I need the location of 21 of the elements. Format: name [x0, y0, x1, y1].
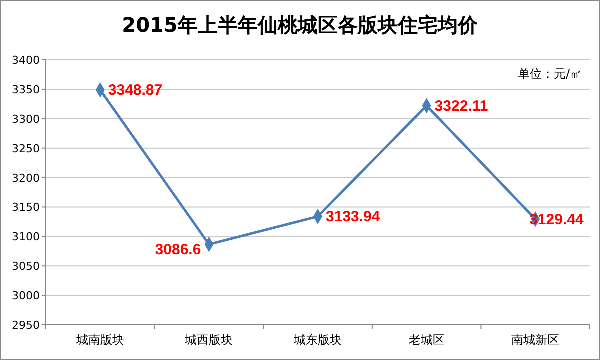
data-label: 3133.94	[326, 208, 381, 226]
y-tick-label: 3400	[12, 54, 40, 67]
data-label: 3086.6	[155, 242, 202, 259]
x-tick-label: 南城新区	[512, 333, 560, 347]
data-label: 3348.87	[108, 82, 163, 100]
y-tick-label: 3000	[12, 290, 40, 303]
x-tick-label: 城东版块	[293, 333, 342, 347]
y-tick-label: 3300	[12, 112, 40, 126]
y-tick-label: 3100	[12, 230, 40, 244]
chart-title: 2015年上半年仙桃城区各版块住宅均价	[122, 13, 479, 37]
y-tick-label: 3200	[12, 172, 40, 185]
x-tick-label: 老城区	[408, 333, 445, 347]
annotation: 单位：元/㎡	[518, 67, 582, 81]
data-label: 3322.11	[434, 98, 488, 115]
y-tick-label: 3350	[12, 83, 40, 96]
y-tick-label: 2950	[12, 319, 40, 332]
y-tick-label: 3250	[12, 142, 40, 156]
y-tick-label: 3150	[12, 201, 40, 214]
y-tick-label: 3050	[12, 260, 40, 274]
x-tick-label: 城南版块	[75, 333, 124, 347]
x-tick-label: 城西版块	[184, 333, 234, 347]
